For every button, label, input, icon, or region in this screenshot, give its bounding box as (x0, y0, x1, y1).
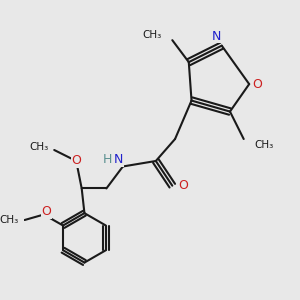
Text: CH₃: CH₃ (29, 142, 49, 152)
Text: CH₃: CH₃ (0, 215, 19, 225)
Text: O: O (42, 205, 52, 218)
Text: N: N (212, 30, 221, 43)
Text: H: H (103, 153, 112, 166)
Text: CH₃: CH₃ (255, 140, 274, 149)
Text: O: O (71, 154, 81, 167)
Text: CH₃: CH₃ (142, 30, 161, 40)
Text: O: O (253, 78, 262, 91)
Text: O: O (178, 179, 188, 192)
Text: N: N (114, 153, 124, 166)
